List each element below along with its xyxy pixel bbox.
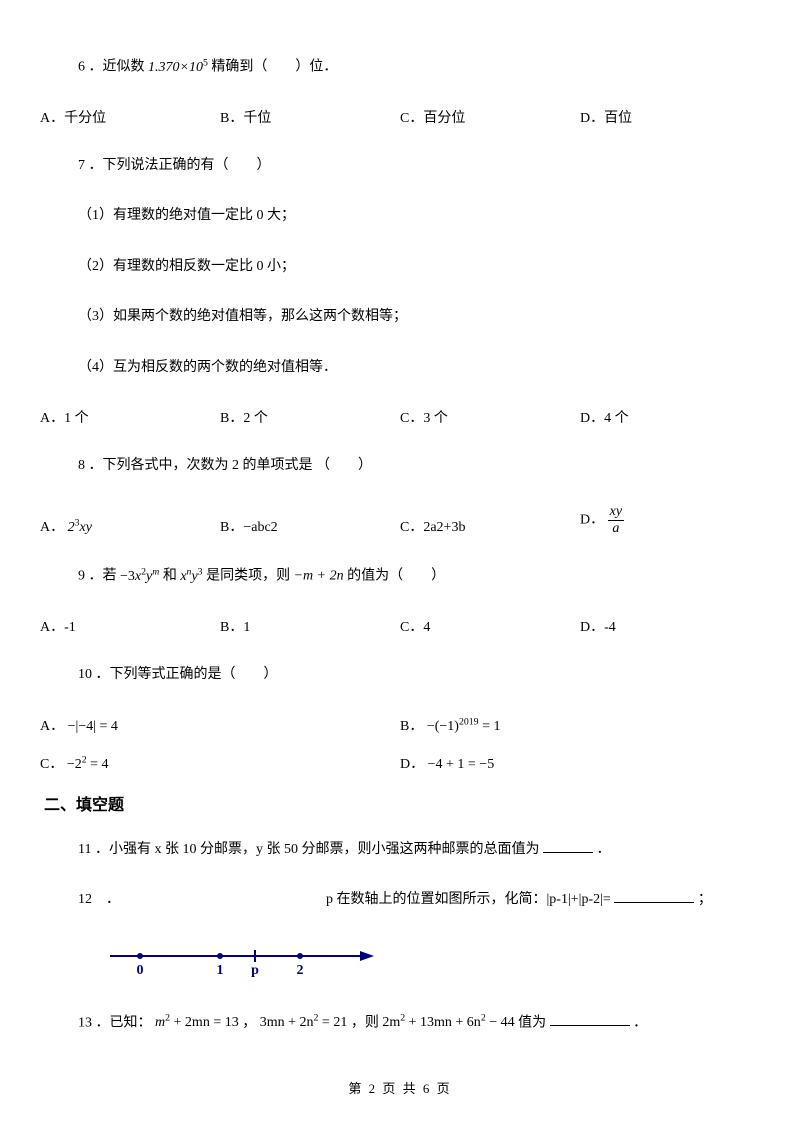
q9-optA: A．-1 [40, 616, 220, 636]
q8-optC: C．2a2+3b [400, 516, 580, 536]
q10-optC: C． −22 = 4 [40, 753, 400, 773]
number-line-diagram: 0 1 p 2 [100, 940, 760, 989]
section-2-title: 二、填空题 [40, 791, 760, 815]
q7-s4: （4）互为相反数的两个数的绝对值相等． [40, 357, 760, 379]
svg-text:1: 1 [217, 963, 224, 978]
q11-blank [543, 839, 593, 853]
q6-text2: 精确到（ ）位． [211, 60, 337, 75]
svg-text:0: 0 [137, 963, 144, 978]
q10-num: 10 [78, 667, 92, 682]
q8-text: ．下列各式中，次数为 2 的单项式是 （ ） [89, 458, 373, 473]
q6-optC: C．百分位 [400, 107, 580, 127]
q9-optD: D．-4 [580, 616, 760, 636]
q9-optB: B．1 [220, 616, 400, 636]
q6-num: 6 [78, 60, 85, 75]
question-10: 10 ．下列等式正确的是（ ） [40, 664, 760, 686]
q10-optD: D． −4 + 1 = −5 [400, 753, 760, 773]
q7-optC: C．3 个 [400, 407, 580, 427]
question-6: 6 ．近似数 1.370×105 精确到（ ）位． [40, 55, 760, 79]
q9-options: A．-1 B．1 C．4 D．-4 [40, 616, 760, 636]
q10-text: ．下列等式正确的是（ ） [96, 667, 278, 682]
q9-f2: xny3 [180, 569, 206, 584]
q6-text: ．近似数 [89, 60, 145, 75]
question-8: 8 ．下列各式中，次数为 2 的单项式是 （ ） [40, 455, 760, 477]
question-13: 13 ．已知： m2 + 2mn = 13 ， 3mn + 2n2 = 21 ，… [40, 1011, 760, 1035]
question-11: 11 ．小强有 x 张 10 分邮票，y 张 50 分邮票，则小强这两种邮票的总… [40, 839, 760, 861]
number-line-svg: 0 1 p 2 [100, 940, 380, 984]
q12-blank [614, 889, 694, 903]
q7-num: 7 [78, 158, 85, 173]
question-9: 9 ．若 −3x2ym 和 xny3 是同类项，则 −m + 2n 的值为（ ） [40, 564, 760, 588]
q8-options: A． 23xy B．−abc2 C．2a2+3b D． xy a [40, 505, 760, 536]
q13-blank [550, 1012, 630, 1026]
q7-optB: B．2 个 [220, 407, 400, 427]
q6-optA: A．千分位 [40, 107, 220, 127]
q9-f1: −3x2ym [120, 569, 163, 584]
q8-optD: D． xy a [580, 505, 760, 536]
q8-num: 8 [78, 458, 85, 473]
q7-text: ．下列说法正确的有（ ） [89, 158, 271, 173]
q7-optA: A．1 个 [40, 407, 220, 427]
page-footer: 第 2 页 共 6 页 [0, 1078, 800, 1097]
q7-optD: D．4 个 [580, 407, 760, 427]
q7-options: A．1 个 B．2 个 C．3 个 D．4 个 [40, 407, 760, 427]
q10-row1: A． −|−4| = 4 B． −(−1)2019 = 1 [40, 715, 760, 735]
q10-optA: A． −|−4| = 4 [40, 715, 400, 735]
q6-optD: D．百位 [580, 107, 760, 127]
q13-f1: m2 + 2mn = 13 [155, 1015, 242, 1030]
q7-s1: （1）有理数的绝对值一定比 0 大； [40, 205, 760, 227]
q13-f2: 3mn + 2n2 = 21 [260, 1015, 351, 1030]
q13-f3: 2m2 + 13mn + 6n2 − 44 [382, 1015, 518, 1030]
q7-s2: （2）有理数的相反数一定比 0 小； [40, 256, 760, 278]
svg-text:2: 2 [297, 963, 304, 978]
q8-optA: A． 23xy [40, 516, 220, 536]
q10-optB: B． −(−1)2019 = 1 [400, 715, 760, 735]
svg-text:p: p [251, 963, 259, 978]
question-12: 12 ． p 在数轴上的位置如图所示，化简：|p-1|+|p-2|= ； [40, 889, 760, 911]
q6-formula: 1.370×105 [148, 60, 211, 75]
q7-s3: （3）如果两个数的绝对值相等，那么这两个数相等； [40, 306, 760, 328]
q8-optD-frac: xy a [608, 505, 624, 536]
q9-optC: C．4 [400, 616, 580, 636]
q8-optB: B．−abc2 [220, 516, 400, 536]
q6-options: A．千分位 B．千位 C．百分位 D．百位 [40, 107, 760, 127]
q6-optB: B．千位 [220, 107, 400, 127]
question-7: 7 ．下列说法正确的有（ ） [40, 155, 760, 177]
q9-f3: −m + 2n [294, 569, 344, 584]
q9-num: 9 [78, 569, 85, 584]
q10-row2: C． −22 = 4 D． −4 + 1 = −5 [40, 753, 760, 773]
